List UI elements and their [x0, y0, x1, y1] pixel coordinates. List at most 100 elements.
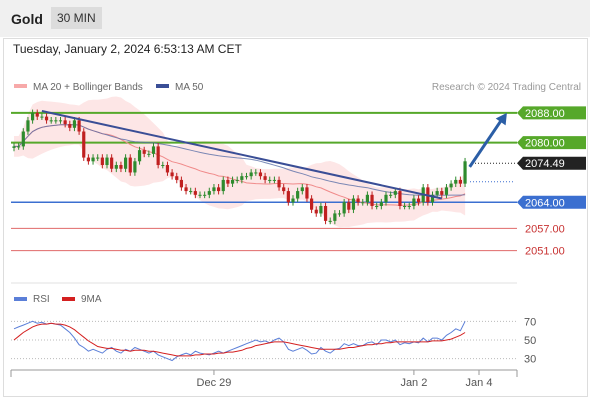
candle	[235, 176, 239, 184]
candle	[49, 116, 53, 124]
candle	[389, 191, 393, 199]
candle-body	[258, 172, 263, 177]
candle-body	[440, 191, 444, 195]
candle	[226, 176, 230, 187]
candle	[198, 191, 202, 199]
candle-body	[310, 198, 314, 210]
ma20-legend-swatch	[14, 84, 27, 88]
candle-body	[54, 120, 58, 122]
candle	[454, 176, 458, 187]
candle-body	[244, 176, 249, 178]
ma20-legend-label: MA 20 + Bollinger Bands	[33, 82, 143, 93]
candle	[449, 180, 453, 191]
candle-body	[179, 179, 183, 188]
candle	[217, 184, 221, 195]
candle	[440, 187, 444, 199]
candle	[365, 191, 369, 206]
candle	[361, 198, 365, 206]
level-label-2074.49: 2074.49	[525, 158, 565, 170]
candle	[430, 191, 435, 206]
candle	[151, 143, 156, 158]
candle	[277, 176, 281, 191]
x-axis: Dec 29 Jan 2 Jan 4	[10, 369, 518, 389]
candle-body	[351, 198, 356, 210]
candle	[203, 191, 207, 199]
candle-body	[347, 202, 351, 210]
candle	[463, 157, 467, 187]
candle-body	[96, 157, 100, 159]
level-tag-2074.49	[517, 156, 586, 170]
candle	[189, 187, 193, 195]
candle-body	[235, 179, 239, 181]
candle	[175, 172, 179, 184]
candle	[68, 120, 72, 132]
candle-body	[110, 157, 114, 169]
candle	[458, 176, 462, 187]
level-tag-2080.00	[517, 136, 586, 150]
candle-body	[403, 205, 407, 207]
candle-body	[337, 213, 342, 215]
level-tag-2064.00	[517, 195, 586, 209]
candle	[35, 109, 39, 120]
candle-body	[165, 165, 170, 173]
candle-body	[323, 205, 328, 221]
candle-body	[449, 183, 453, 188]
candle-body	[100, 157, 104, 166]
x-tick-label: Jan 2	[400, 377, 427, 389]
candle	[379, 198, 383, 210]
candle	[193, 187, 197, 199]
chart-frame	[3, 38, 588, 397]
candle	[221, 176, 225, 195]
candle	[207, 187, 211, 199]
candle-body	[463, 161, 467, 184]
candle	[142, 146, 146, 158]
candle-body	[175, 176, 179, 180]
candle-body	[333, 213, 337, 221]
projection-arrow-shaft	[468, 117, 505, 168]
candle	[44, 113, 49, 124]
instrument-title: Gold	[11, 11, 43, 27]
candle-body	[31, 112, 35, 121]
candle	[63, 116, 67, 128]
candle-body	[142, 150, 146, 154]
level-label-2080.00: 2080.00	[525, 138, 565, 150]
candle-body	[91, 157, 95, 162]
candle	[147, 150, 151, 158]
candle-body	[128, 157, 132, 173]
candle-body	[147, 153, 151, 155]
candle	[407, 202, 411, 210]
candle-body	[319, 205, 323, 214]
candle-body	[249, 172, 253, 177]
candle	[337, 210, 342, 217]
candle-body	[198, 194, 202, 196]
candle-body	[342, 202, 346, 214]
candle	[156, 143, 160, 169]
candle	[170, 169, 174, 180]
candle-body	[291, 198, 295, 203]
candle-body	[254, 172, 258, 174]
candle	[100, 154, 104, 169]
candle-body	[226, 179, 230, 184]
candle	[323, 202, 328, 225]
candle	[291, 195, 295, 206]
timeframe-button[interactable]: 30 MIN	[51, 7, 102, 29]
candle	[72, 116, 77, 132]
candle-body	[375, 205, 379, 207]
level-label-2051.00: 2051.00	[525, 246, 565, 258]
rsi-level-label-70: 70	[524, 316, 536, 328]
candle-body	[12, 146, 16, 148]
candle-body	[296, 191, 300, 199]
candle-body	[384, 194, 388, 203]
candle	[82, 128, 86, 161]
candle-body	[119, 165, 123, 169]
candle-body	[314, 209, 318, 214]
candle	[58, 116, 63, 124]
candle	[86, 154, 90, 165]
candle-body	[63, 120, 67, 125]
ma50-legend-swatch	[156, 84, 169, 88]
candle-body	[189, 191, 193, 193]
bollinger-band	[14, 96, 466, 228]
candle-body	[221, 179, 225, 192]
candle	[184, 184, 188, 195]
